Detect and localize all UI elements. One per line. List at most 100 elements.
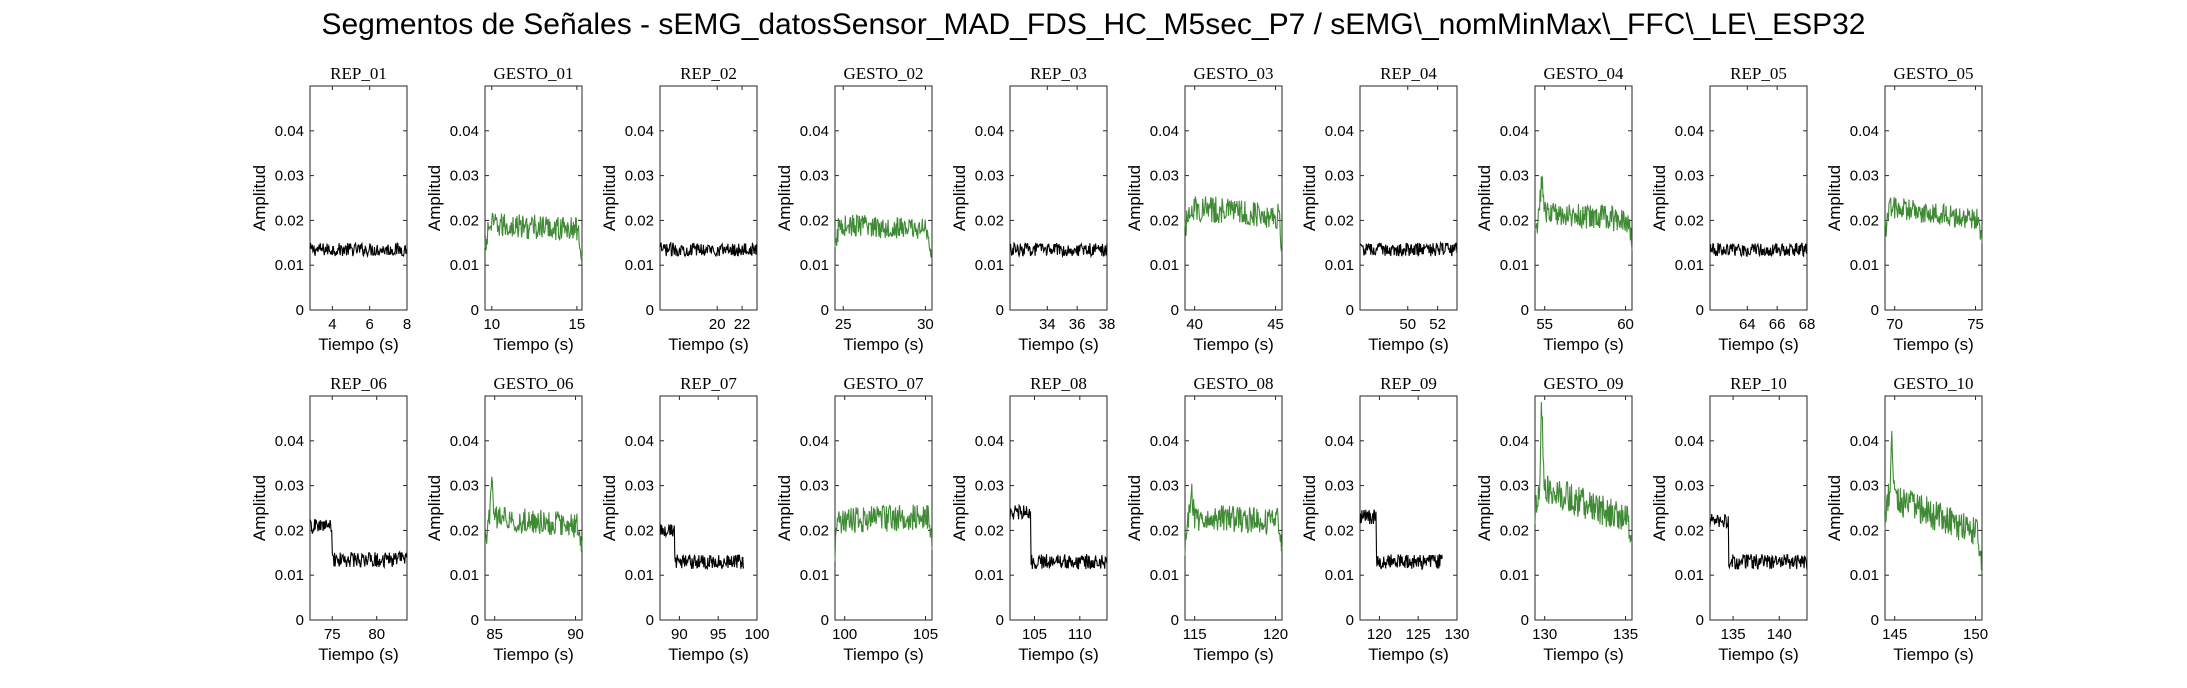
y-axis-label: Amplitud [1300, 475, 1319, 541]
y-tick-label: 0.03 [800, 168, 829, 185]
y-tick-label: 0.02 [450, 522, 479, 539]
y-tick-label: 0.03 [800, 478, 829, 495]
x-axis-label: Tiempo (s) [1193, 335, 1274, 354]
subplot-title: REP_10 [1730, 374, 1787, 393]
x-tick-label: 20 [709, 316, 726, 333]
y-tick-label: 0.01 [275, 257, 304, 274]
y-tick-label: 0.01 [975, 567, 1004, 584]
signal-line [659, 523, 745, 571]
x-axis-label: Tiempo (s) [1893, 335, 1974, 354]
subplot-title: REP_02 [680, 64, 737, 83]
y-tick-label: 0.02 [1675, 212, 1704, 229]
signal-line [834, 213, 933, 258]
x-tick-label: 10 [483, 316, 500, 333]
y-tick-label: 0.01 [1325, 257, 1354, 274]
y-tick-label: 0.03 [1500, 478, 1529, 495]
y-tick-label: 0 [296, 612, 304, 629]
y-axis-label: Amplitud [1825, 475, 1844, 541]
y-tick-label: 0.02 [1500, 212, 1529, 229]
y-axis-label: Amplitud [1125, 475, 1144, 541]
y-tick-label: 0.01 [625, 257, 654, 274]
y-tick-label: 0.01 [1850, 257, 1879, 274]
subplot-title: GESTO_06 [494, 374, 574, 393]
y-tick-label: 0 [821, 612, 829, 629]
y-tick-label: 0.04 [800, 433, 829, 450]
axes-box [1709, 85, 1808, 311]
x-tick-label: 100 [744, 626, 769, 643]
x-tick-label: 130 [1532, 626, 1557, 643]
y-tick-label: 0 [1871, 302, 1879, 319]
y-axis-label: Amplitud [250, 165, 269, 231]
y-tick-label: 0.02 [1850, 522, 1879, 539]
y-tick-label: 0 [1346, 302, 1354, 319]
y-tick-label: 0.04 [1325, 433, 1354, 450]
signal-line [1009, 503, 1108, 570]
x-axis-label: Tiempo (s) [843, 645, 924, 664]
y-tick-label: 0.03 [975, 478, 1004, 495]
y-tick-label: 0.01 [1500, 257, 1529, 274]
axes-box [1534, 85, 1633, 311]
subplot-title: GESTO_05 [1894, 64, 1974, 83]
x-tick-label: 70 [1886, 316, 1903, 333]
subplot-title: REP_06 [330, 374, 387, 393]
figure-title: Segmentos de Señales - sEMG_datosSensor_… [321, 8, 1866, 41]
subplot-title: GESTO_09 [1544, 374, 1624, 393]
x-tick-label: 75 [1967, 316, 1984, 333]
x-tick-label: 68 [1799, 316, 1816, 333]
y-tick-label: 0.03 [275, 478, 304, 495]
x-tick-label: 90 [671, 626, 688, 643]
y-tick-label: 0.04 [1500, 433, 1529, 450]
y-tick-label: 0.03 [1675, 478, 1704, 495]
x-axis-label: Tiempo (s) [1018, 335, 1099, 354]
y-tick-label: 0.01 [1150, 257, 1179, 274]
subplot-gesto-10: GESTO_10 0 0.01 0.02 0.03 0.04 145 150 Tiempo (s… [1825, 374, 1988, 664]
x-tick-label: 90 [567, 626, 584, 643]
y-tick-label: 0.02 [1325, 522, 1354, 539]
x-axis-label: Tiempo (s) [1368, 645, 1449, 664]
subplot-rep-04: REP_04 0 0.01 0.02 0.03 0.04 50 52 Tiempo (s) Amp… [1300, 64, 1458, 354]
x-tick-label: 40 [1186, 316, 1203, 333]
y-tick-label: 0.04 [1150, 123, 1179, 140]
x-axis-label: Tiempo (s) [1718, 645, 1799, 664]
x-tick-label: 22 [734, 316, 751, 333]
y-axis-label: Amplitud [425, 475, 444, 541]
signal-line [1709, 513, 1808, 570]
y-tick-label: 0.02 [1850, 212, 1879, 229]
y-tick-label: 0.01 [1850, 567, 1879, 584]
y-tick-label: 0.02 [450, 212, 479, 229]
y-axis-label: Amplitud [250, 475, 269, 541]
y-tick-label: 0.03 [1850, 478, 1879, 495]
y-tick-label: 0 [1696, 612, 1704, 629]
subplot-title: REP_05 [1730, 64, 1787, 83]
y-tick-label: 0.03 [1500, 168, 1529, 185]
x-tick-label: 55 [1536, 316, 1553, 333]
y-tick-label: 0.01 [275, 567, 304, 584]
x-tick-label: 150 [1963, 626, 1988, 643]
x-tick-label: 135 [1613, 626, 1638, 643]
y-tick-label: 0.01 [800, 257, 829, 274]
y-tick-label: 0.02 [975, 212, 1004, 229]
x-tick-label: 125 [1406, 626, 1431, 643]
x-tick-label: 95 [710, 626, 727, 643]
x-tick-label: 34 [1039, 316, 1056, 333]
y-tick-label: 0.02 [1150, 522, 1179, 539]
axes-box [1009, 85, 1108, 311]
y-tick-label: 0.02 [1675, 522, 1704, 539]
axes-box [1884, 395, 1983, 621]
y-tick-label: 0.04 [625, 123, 654, 140]
y-axis-label: Amplitud [775, 165, 794, 231]
x-tick-label: 30 [917, 316, 934, 333]
signal-line [484, 476, 583, 553]
subplot-gesto-09: GESTO_09 0 0.01 0.02 0.03 0.04 130 135 Tiempo (s… [1475, 374, 1638, 664]
x-tick-label: 105 [1022, 626, 1047, 643]
axes-box [1359, 395, 1458, 621]
axes-box [484, 395, 583, 621]
axes-box [484, 85, 583, 311]
signal-line [1534, 401, 1633, 543]
subplot-title: GESTO_10 [1894, 374, 1974, 393]
y-tick-label: 0.04 [275, 123, 304, 140]
y-tick-label: 0 [1696, 302, 1704, 319]
y-axis-label: Amplitud [1125, 165, 1144, 231]
axes-box [834, 85, 933, 311]
x-tick-label: 85 [486, 626, 503, 643]
